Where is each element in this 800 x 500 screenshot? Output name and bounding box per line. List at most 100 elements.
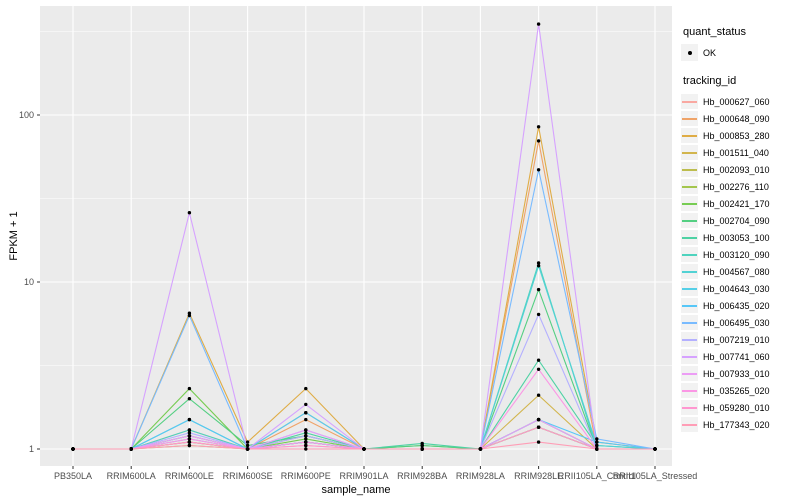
legend-item-label: Hb_002421_170	[703, 198, 770, 209]
legend-key-box	[681, 230, 698, 245]
data-point	[536, 22, 541, 26]
legend-item-Hb_004643_030[interactable]: Hb_004643_030	[681, 280, 799, 297]
legend-item-Hb_002704_090[interactable]: Hb_002704_090	[681, 212, 799, 229]
legend-key-box	[681, 400, 698, 415]
legend-item-label: Hb_000853_280	[703, 130, 770, 141]
data-point	[187, 440, 192, 444]
legend-item-label: Hb_002704_090	[703, 215, 770, 226]
legend-key-box	[681, 332, 698, 347]
legend-item-Hb_059280_010[interactable]: Hb_059280_010	[681, 399, 799, 416]
legend-item-label: Hb_000627_060	[703, 96, 770, 107]
legend-item-label: Hb_059280_010	[703, 402, 770, 413]
data-point	[362, 447, 366, 451]
line-swatch-icon	[682, 253, 697, 256]
legend-item-label: Hb_035265_020	[703, 385, 770, 396]
x-axis-title: sample_name	[321, 484, 391, 496]
data-point	[71, 447, 75, 451]
legend-key-box	[681, 111, 698, 126]
y-tick-label: 1	[28, 444, 34, 454]
legend-item-label: Hb_003120_090	[703, 249, 770, 260]
legend-key-box	[681, 179, 698, 194]
legend-item-Hb_001511_040[interactable]: Hb_001511_040	[681, 144, 799, 161]
point-marker-icon	[687, 50, 692, 55]
legend-item-Hb_035265_020[interactable]: Hb_035265_020	[681, 382, 799, 399]
line-swatch-icon	[682, 406, 697, 409]
legend-item-Hb_007933_010[interactable]: Hb_007933_010	[681, 365, 799, 382]
legend-title-tracking-id: tracking_id	[683, 75, 737, 87]
legend-item-Hb_177343_020[interactable]: Hb_177343_020	[681, 416, 799, 433]
data-point	[536, 312, 541, 317]
legend-item-Hb_004567_080[interactable]: Hb_004567_080	[681, 263, 799, 280]
data-point	[187, 417, 192, 422]
line-swatch-icon	[682, 423, 697, 426]
line-swatch-icon	[682, 287, 697, 290]
legend-item-label: OK	[703, 47, 717, 58]
line-swatch-icon	[682, 168, 697, 171]
data-point	[304, 434, 308, 438]
data-point	[536, 287, 541, 292]
legend-item-label: Hb_002276_110	[703, 181, 769, 192]
line-swatch-icon	[682, 185, 697, 188]
data-point	[187, 437, 192, 441]
legend-item-Hb_003053_100[interactable]: Hb_003053_100	[681, 229, 799, 246]
legend-item-Hb_006495_030[interactable]: Hb_006495_030	[681, 314, 799, 331]
legend-key-box	[681, 247, 698, 262]
legend-key-box	[681, 264, 698, 279]
data-point	[245, 447, 250, 451]
x-tick-label: RRIM928LE	[514, 471, 564, 481]
data-point	[420, 441, 424, 446]
legend-item-Hb_002093_010[interactable]: Hb_002093_010	[681, 161, 799, 178]
data-point	[304, 443, 308, 448]
legend-item-Hb_000627_060[interactable]: Hb_000627_060	[681, 93, 799, 110]
legend-item-Hb_007219_010[interactable]: Hb_007219_010	[681, 331, 799, 348]
legend-key-box	[681, 44, 698, 61]
line-swatch-icon	[682, 100, 697, 103]
legend-key-box	[681, 196, 698, 211]
data-point	[536, 393, 541, 397]
data-point	[187, 434, 192, 438]
legend-item-Hb_002421_170[interactable]: Hb_002421_170	[681, 195, 799, 212]
line-swatch-icon	[682, 202, 697, 205]
data-point	[187, 397, 192, 401]
legend-key-box	[681, 383, 698, 398]
line-swatch-icon	[682, 355, 697, 358]
x-tick-label: RRII105LA_Control	[557, 471, 636, 481]
legend-item-ok[interactable]: OK	[681, 44, 799, 61]
legend-key-box	[681, 213, 698, 228]
legend-key-box	[681, 417, 698, 432]
data-point	[187, 428, 192, 432]
x-tick-label: RRIM928LA	[455, 471, 505, 481]
data-point	[536, 425, 541, 429]
legend-item-Hb_002276_110[interactable]: Hb_002276_110	[681, 178, 799, 195]
x-tick-label: RRII105LA_Stressed	[612, 471, 698, 481]
line-swatch-icon	[682, 236, 697, 239]
legend-item-Hb_000648_090[interactable]: Hb_000648_090	[681, 110, 799, 127]
legend-key-box	[681, 281, 698, 296]
legend-item-label: Hb_007741_060	[703, 351, 770, 362]
y-axis-title: FPKM + 1	[8, 211, 20, 261]
line-swatch-icon	[682, 117, 697, 120]
data-point	[129, 447, 133, 451]
legend-item-label: Hb_002093_010	[703, 164, 770, 175]
line-swatch-icon	[682, 389, 697, 392]
data-point	[536, 417, 541, 422]
data-point	[304, 437, 308, 441]
legend-item-Hb_007741_060[interactable]: Hb_007741_060	[681, 348, 799, 365]
line-swatch-icon	[682, 338, 697, 341]
legend-key-box	[681, 162, 698, 177]
legend-item-label: Hb_007933_010	[703, 368, 770, 379]
line-swatch-icon	[682, 219, 697, 222]
data-point	[536, 139, 541, 143]
legend-item-label: Hb_177343_020	[703, 419, 770, 430]
legend-key-box	[681, 298, 698, 313]
legend-item-Hb_003120_090[interactable]: Hb_003120_090	[681, 246, 799, 263]
legend-item-Hb_000853_280[interactable]: Hb_000853_280	[681, 127, 799, 144]
legend-key-box	[681, 315, 698, 330]
data-point	[187, 313, 192, 318]
data-point	[536, 358, 541, 362]
line-swatch-icon	[682, 372, 697, 375]
data-point	[304, 411, 308, 415]
legend-item-Hb_006435_020[interactable]: Hb_006435_020	[681, 297, 799, 314]
data-point	[595, 443, 599, 448]
line-swatch-icon	[682, 134, 697, 137]
